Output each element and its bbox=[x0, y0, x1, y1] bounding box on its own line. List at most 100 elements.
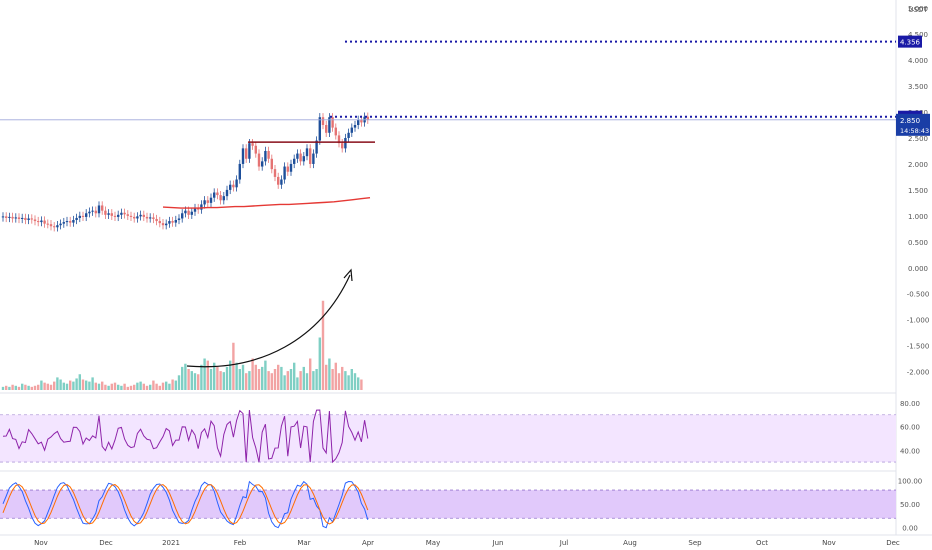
volume-bar bbox=[283, 375, 286, 390]
volume-bar bbox=[27, 385, 30, 390]
candle-body bbox=[312, 153, 315, 164]
volume-bar bbox=[88, 381, 91, 390]
volume-bar bbox=[17, 386, 21, 390]
time-axis-label: Apr bbox=[362, 539, 374, 547]
volume-bar bbox=[289, 369, 293, 390]
volume-bar bbox=[101, 381, 104, 390]
price-tick-label: -1.000 bbox=[907, 317, 930, 325]
candle-body bbox=[213, 192, 216, 198]
candle-body bbox=[350, 127, 353, 133]
candle-body bbox=[78, 215, 81, 218]
volume-bars bbox=[1, 300, 363, 390]
countdown-label: 14:58:43 bbox=[900, 127, 929, 135]
candle-body bbox=[110, 213, 113, 216]
stoch-tick-label: 100.00 bbox=[898, 478, 923, 486]
rsi-pane[interactable]: 80.00 60.00 40.00 bbox=[0, 392, 920, 464]
time-axis-label: Oct bbox=[756, 539, 768, 547]
candle-body bbox=[65, 221, 69, 223]
volume-bar bbox=[56, 377, 59, 390]
candle-body bbox=[104, 210, 107, 215]
volume-bar bbox=[321, 300, 325, 390]
volume-bar bbox=[222, 372, 225, 390]
time-axis-label: Dec bbox=[886, 539, 900, 547]
volume-bar bbox=[286, 371, 289, 390]
volume-bar bbox=[257, 369, 261, 390]
candle-body bbox=[219, 195, 222, 201]
volume-bar bbox=[267, 371, 270, 390]
candle-body bbox=[270, 158, 273, 170]
candle-body bbox=[190, 211, 193, 215]
volume-bar bbox=[126, 386, 129, 390]
candle-body bbox=[283, 166, 286, 180]
volume-bar bbox=[341, 366, 344, 390]
volume-bar bbox=[94, 382, 97, 390]
volume-bar bbox=[43, 382, 46, 390]
candle-body bbox=[321, 117, 325, 126]
candle-body bbox=[27, 218, 30, 221]
volume-bar bbox=[120, 385, 123, 390]
last-price-label: 2.850 bbox=[900, 117, 920, 125]
candle-body bbox=[235, 179, 238, 188]
candle-body bbox=[309, 148, 312, 164]
volume-bar bbox=[46, 383, 49, 390]
candle-body bbox=[286, 166, 289, 172]
stoch-pane[interactable]: 100.00 50.00 0.00 bbox=[0, 470, 923, 533]
candle-body bbox=[59, 223, 62, 226]
volume-bar bbox=[165, 381, 168, 390]
candle-body bbox=[366, 116, 369, 120]
candle-body bbox=[161, 223, 165, 226]
stoch-band bbox=[0, 490, 896, 519]
price-marker-label: 4.356 bbox=[900, 39, 921, 47]
volume-bar bbox=[344, 371, 347, 390]
candle-body bbox=[62, 222, 65, 224]
time-axis-label: Aug bbox=[623, 539, 637, 547]
volume-bar bbox=[325, 364, 328, 390]
candle-body bbox=[267, 150, 270, 159]
candle-body bbox=[302, 156, 305, 162]
volume-bar bbox=[149, 384, 152, 390]
volume-bar bbox=[129, 385, 133, 390]
price-tick-label: 2.500 bbox=[908, 135, 928, 143]
volume-bar bbox=[177, 375, 181, 390]
volume-bar bbox=[312, 371, 315, 390]
volume-bar bbox=[318, 337, 321, 390]
candle-body bbox=[1, 216, 5, 218]
volume-bar bbox=[24, 384, 27, 390]
volume-bar bbox=[155, 383, 158, 390]
volume-bar bbox=[280, 366, 283, 390]
volume-bar bbox=[158, 385, 161, 390]
volume-bar bbox=[8, 386, 11, 390]
volume-bar bbox=[328, 358, 331, 390]
candle-body bbox=[21, 217, 24, 219]
volume-bar bbox=[104, 384, 107, 390]
rsi-axis-ticks: 80.00 60.00 40.00 bbox=[900, 400, 920, 455]
volume-bar bbox=[181, 366, 184, 390]
price-tick-label: -1.500 bbox=[907, 343, 930, 351]
stoch-d-line bbox=[2, 483, 369, 525]
candle-body bbox=[94, 210, 97, 214]
candle-body bbox=[187, 210, 190, 215]
volume-bar bbox=[296, 377, 299, 390]
rsi-tick-label: 60.00 bbox=[900, 424, 920, 432]
volume-bar bbox=[65, 383, 69, 390]
volume-bar bbox=[152, 380, 155, 390]
volume-bar bbox=[334, 362, 337, 390]
time-axis-labels: Nov Dec 2021 Feb Mar Apr May Jun Jul Aug Sep Oct Nov… bbox=[34, 539, 900, 547]
price-axis-ticks: 5.0004.5004.0003.5003.0002.5002.0001.500… bbox=[907, 5, 930, 376]
volume-bar bbox=[238, 369, 241, 390]
volume-bar bbox=[85, 380, 88, 390]
candle-body bbox=[203, 200, 206, 205]
volume-bar bbox=[206, 360, 209, 390]
volume-bar bbox=[299, 371, 302, 390]
candle-body bbox=[299, 153, 302, 162]
volume-bar bbox=[97, 383, 101, 390]
candle-body bbox=[53, 226, 56, 228]
volume-bar bbox=[350, 369, 353, 390]
volume-bar bbox=[216, 366, 219, 390]
price-pane[interactable]: 5.0004.5004.0003.5003.0002.5002.0001.500… bbox=[0, 0, 930, 535]
candle-body bbox=[139, 214, 142, 217]
time-axis-label: Dec bbox=[99, 539, 113, 547]
candle-body bbox=[241, 148, 245, 164]
